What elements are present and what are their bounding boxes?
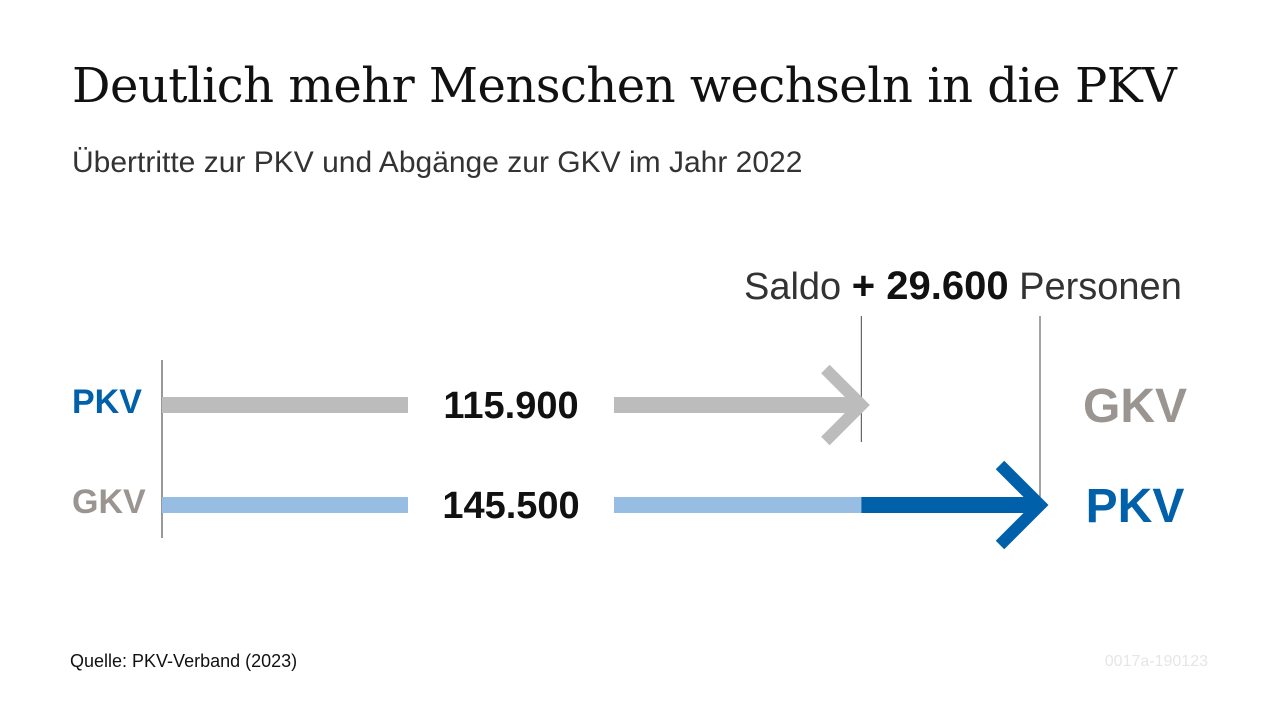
source-note: Quelle: PKV-Verband (2023) [70, 651, 298, 671]
saldo-prefix: Saldo [744, 266, 842, 308]
chart-subtitle: Übertritte zur PKV und Abgänge zur GKV i… [72, 146, 803, 179]
from-label-pkv: PKV [72, 383, 142, 421]
to-label-gkv: GKV [1083, 380, 1187, 433]
chart-title: Deutlich mehr Menschen wechseln in die P… [72, 58, 1177, 114]
value-label: 145.500 [442, 485, 579, 527]
graphic-code: 0017a-190123 [1104, 653, 1208, 670]
saldo-annotation: Saldo + 29.600 Personen [744, 264, 1182, 309]
arrow-head [995, 460, 1049, 550]
arrow-head [821, 364, 870, 446]
saldo-value: + 29.600 [851, 264, 1009, 308]
saldo-suffix: Personen [1019, 266, 1182, 308]
from-label-gkv: GKV [72, 483, 146, 521]
to-label-pkv: PKV [1086, 480, 1185, 533]
value-label: 115.900 [443, 385, 578, 427]
